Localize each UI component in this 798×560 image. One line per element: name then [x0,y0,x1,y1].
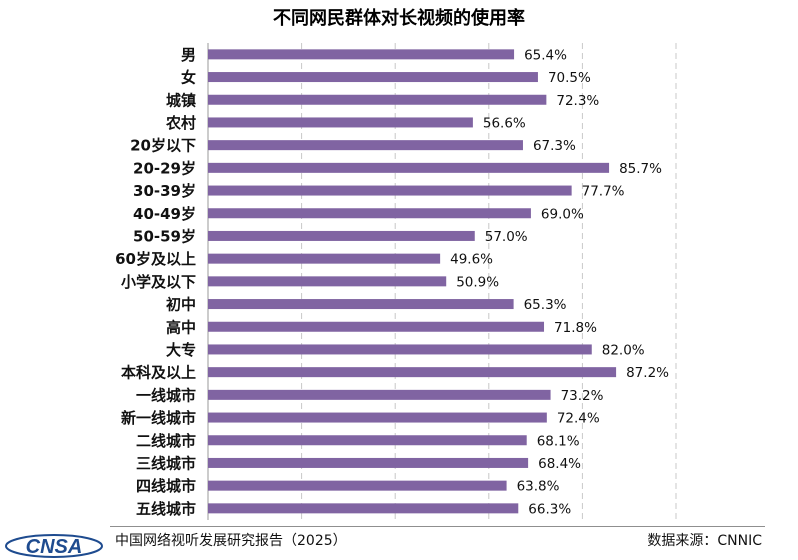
category-label: 本科及以上 [121,364,196,382]
category-label: 60岁及以上 [115,250,196,268]
value-label: 69.0% [541,206,584,222]
bar [208,503,519,514]
category-label: 男 [181,46,196,64]
bar [208,185,572,196]
category-label: 农村 [165,114,196,132]
bar [208,140,523,151]
bar [208,389,551,400]
value-label: 73.2% [561,388,604,404]
value-label: 68.4% [538,456,581,472]
value-label: 49.6% [450,252,493,268]
category-label: 30-39岁 [133,182,196,200]
bar [208,117,473,128]
value-label: 66.3% [528,501,571,517]
value-label: 82.0% [602,342,645,358]
category-label: 大专 [166,341,196,359]
category-label: 一线城市 [136,386,196,404]
category-label: 20岁以下 [130,137,196,155]
bar [208,162,610,173]
category-label: 新一线城市 [121,409,196,427]
bar [208,367,617,378]
category-label: 五线城市 [136,500,196,518]
value-label: 70.5% [548,70,591,86]
value-label: 87.2% [626,365,669,381]
category-label: 40-49岁 [133,205,196,223]
value-label: 68.1% [537,433,580,449]
bar [208,344,592,355]
category-label: 女 [181,69,196,87]
bar [208,412,547,423]
category-label: 50-59岁 [133,227,196,245]
category-label: 二线城市 [136,432,196,450]
bar [208,435,527,446]
category-label: 四线城市 [136,477,196,495]
cnsa-logo: CNSA [5,534,103,558]
category-label: 初中 [166,296,196,314]
value-label: 72.4% [557,411,600,427]
category-label: 三线城市 [136,454,196,472]
bar [208,276,447,287]
bar [208,253,441,264]
bar [208,208,531,219]
value-label: 50.9% [456,274,499,290]
value-label: 56.6% [483,115,526,131]
bar [208,72,538,83]
bar [208,457,529,468]
value-label: 72.3% [556,93,599,109]
bar [208,321,545,332]
svg-text:CNSA: CNSA [26,536,83,558]
category-label: 高中 [166,318,196,336]
value-label: 85.7% [619,161,662,177]
category-label: 城镇 [166,91,196,109]
value-label: 65.4% [524,47,567,63]
footer-divider [110,526,765,527]
bar [208,299,514,310]
value-label: 77.7% [582,184,625,200]
value-label: 71.8% [554,320,597,336]
report-name: 中国网络视听发展研究报告（2025） [115,533,347,549]
bar [208,480,507,491]
value-label: 63.8% [517,479,560,495]
category-label: 20-29岁 [133,159,196,177]
value-label: 65.3% [524,297,567,313]
category-label: 小学及以下 [121,273,196,291]
bar [208,230,475,241]
data-source: 数据来源：CNNIC [647,533,762,549]
bar [208,94,547,105]
chart-title: 不同网民群体对长视频的使用率 [273,8,525,29]
value-label: 67.3% [533,138,576,154]
bar [208,49,515,60]
value-label: 57.0% [485,229,528,245]
